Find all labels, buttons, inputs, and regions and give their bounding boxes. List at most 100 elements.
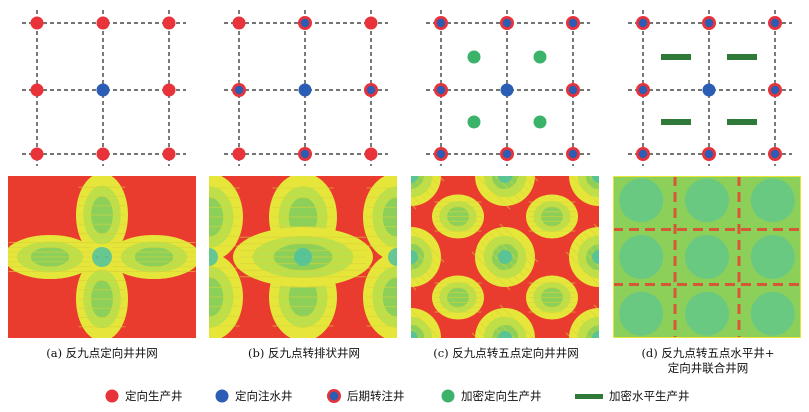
infill-well-icon	[441, 389, 455, 403]
injector-core	[411, 331, 418, 338]
swept-zone	[411, 176, 445, 210]
converted-injector-core	[436, 85, 446, 95]
saturation-map-c	[411, 176, 599, 338]
injector-core	[685, 235, 729, 279]
producer-well-icon	[96, 16, 110, 30]
horizontal-well-icon	[575, 394, 603, 399]
injector-core	[619, 291, 664, 336]
horizontal-well-icon	[727, 119, 757, 125]
injector-core	[750, 235, 795, 279]
injector-core	[411, 176, 418, 183]
converted-injector-core	[436, 18, 446, 28]
well-pattern-d	[628, 10, 792, 166]
converted-injector-core	[568, 18, 578, 28]
swept-zone	[471, 304, 539, 338]
legend-label-converted: 后期转注井	[347, 389, 405, 403]
converted-injector-core	[502, 18, 512, 28]
legend: 定向生产井 定向注水井 后期转注井 加密定向生产井 加密水平生产井	[0, 388, 809, 408]
horizontal-well-icon	[661, 54, 691, 60]
injector-core	[750, 291, 795, 336]
infill-well-icon	[467, 115, 481, 129]
swept-zone	[209, 176, 243, 261]
saturation-map-image	[8, 176, 196, 338]
swept-zone	[565, 223, 599, 291]
caption-a: (a) 反九点定向井井网	[46, 346, 158, 360]
caption-d: (d) 反九点转五点水平井+ 定向井联合井网	[641, 346, 775, 375]
panel-a: (a) 反九点定向井井网	[4, 0, 199, 370]
converted-injector-core	[704, 18, 714, 28]
injector-core	[685, 291, 729, 336]
legend-item-infill: 加密定向生产井	[440, 388, 542, 404]
converted-injector-core	[770, 85, 780, 95]
legend-item-producer: 定向生产井	[104, 388, 183, 404]
legend-label-horizontal: 加密水平生产井	[609, 389, 690, 403]
converted-injector-core	[770, 18, 780, 28]
legend-item-horizontal: 加密水平生产井	[574, 388, 690, 404]
producer-well-icon	[162, 83, 176, 97]
producer-well-icon	[162, 16, 176, 30]
converted-injector-core	[300, 18, 310, 28]
converted-injector-core	[234, 85, 244, 95]
injector-core	[592, 250, 599, 264]
saturation-map-image	[411, 176, 599, 338]
caption-c: (c) 反九点转五点定向井井网	[433, 346, 579, 360]
converted-injector-core	[436, 149, 446, 159]
panel-c: (c) 反九点转五点定向井井网	[408, 0, 603, 370]
swept-zone	[76, 176, 128, 257]
injector-core	[498, 250, 512, 264]
producer-well-icon	[364, 147, 378, 161]
saturation-map-image	[209, 176, 397, 338]
producer-well-icon	[30, 147, 44, 161]
producer-well-icon	[232, 16, 246, 30]
swept-zone	[363, 253, 397, 338]
injector-well-icon	[500, 83, 514, 97]
swept-zone	[526, 275, 578, 320]
well-pattern-a	[22, 10, 186, 166]
converted-injector-core	[638, 149, 648, 159]
producer-well-icon	[364, 16, 378, 30]
infill-well-icon	[467, 50, 481, 64]
injector-core	[498, 176, 512, 183]
infill-well-icon	[533, 115, 547, 129]
horizontal-well-icon	[661, 119, 691, 125]
injector-core	[92, 247, 112, 267]
producer-well-icon	[105, 389, 119, 403]
swept-zone	[411, 223, 445, 291]
producer-well-icon	[30, 16, 44, 30]
converted-injector-core	[300, 149, 310, 159]
injector-well-icon	[215, 389, 229, 403]
panel-b: (b) 反九点转排状井网	[206, 0, 401, 370]
legend-label-injector: 定向注水井	[235, 389, 293, 403]
well-pattern-c	[426, 10, 590, 166]
injector-core	[388, 248, 397, 266]
swept-zone	[209, 253, 243, 338]
swept-zone	[471, 176, 539, 210]
injector-core	[498, 331, 512, 338]
injector-core	[750, 178, 795, 223]
converted-injector-core	[638, 85, 648, 95]
swept-zone	[432, 194, 484, 239]
producer-well-icon	[30, 83, 44, 97]
injector-core	[685, 178, 729, 223]
injector-core	[294, 248, 312, 266]
converted-injector-core	[366, 85, 376, 95]
swept-zone	[108, 235, 196, 279]
legend-item-converted: 后期转注井	[326, 388, 405, 404]
converted-injector-core	[704, 149, 714, 159]
producer-well-icon	[96, 147, 110, 161]
legend-label-producer: 定向生产井	[125, 389, 183, 403]
swept-zone	[363, 176, 397, 261]
converted-injector-core	[568, 149, 578, 159]
infill-well-icon	[533, 50, 547, 64]
injector-core	[209, 248, 218, 266]
converted-injector-core	[770, 149, 780, 159]
injector-core	[592, 176, 599, 183]
injector-core	[592, 331, 599, 338]
saturation-map-a	[8, 176, 196, 338]
producer-well-icon	[232, 147, 246, 161]
horizontal-well-icon	[727, 54, 757, 60]
injector-well-icon	[298, 83, 312, 97]
converted-injector-core	[502, 149, 512, 159]
swept-zone	[565, 304, 599, 338]
injector-well-icon	[96, 83, 110, 97]
